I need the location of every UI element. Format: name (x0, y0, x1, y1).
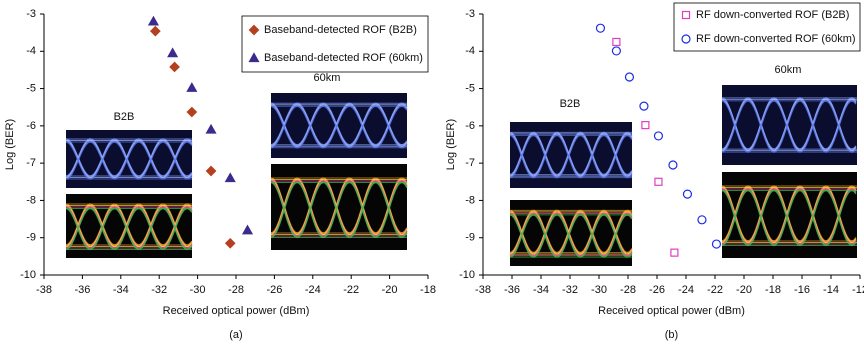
marker (149, 17, 158, 25)
x-tick-label: -38 (36, 284, 52, 296)
marker (226, 174, 235, 182)
x-tick-label: -30 (190, 284, 206, 296)
legend-label: Baseband-detected ROF (60km) (264, 52, 423, 64)
x-tick-label: -32 (562, 284, 578, 296)
y-tick-label: -7 (26, 157, 36, 169)
annotation: 60km (775, 64, 802, 76)
figure: -38 -36 -34 -32 -30 -28 -26 -24 -22 -20 -18 -10 -9 -8… (0, 0, 864, 348)
marker (669, 161, 677, 169)
marker (207, 166, 216, 175)
marker (243, 226, 252, 234)
marker (671, 249, 678, 256)
x-tick-label: -24 (305, 284, 321, 296)
x-tick-label: -18 (765, 284, 781, 296)
legend-label: RF down-converted ROF (B2B) (696, 9, 849, 21)
y-tick-label: -5 (26, 82, 36, 94)
marker (683, 190, 691, 198)
x-tick-label: -16 (794, 284, 810, 296)
x-tick-label: -20 (382, 284, 398, 296)
y-tick-label: -8 (26, 194, 36, 206)
marker (612, 47, 620, 55)
marker (654, 132, 662, 140)
y-tick-label: -10 (20, 269, 36, 281)
y-tick-label: -6 (465, 120, 475, 132)
marker (613, 38, 620, 45)
marker (170, 62, 179, 71)
marker (625, 73, 633, 81)
annotation: 60km (314, 72, 341, 84)
marker (642, 122, 649, 129)
y-tick-label: -9 (26, 232, 36, 244)
x-tick-label: -30 (591, 284, 607, 296)
y-tick-label: -10 (459, 269, 475, 281)
annotation: B2B (560, 98, 581, 110)
marker (187, 108, 196, 117)
x-tick-label: -28 (228, 284, 244, 296)
y-tick-label: -8 (465, 194, 475, 206)
marker (712, 240, 720, 248)
x-tick-label: -38 (475, 284, 491, 296)
marker (151, 27, 160, 36)
marker (698, 216, 706, 224)
x-tick-label: -20 (736, 284, 752, 296)
x-tick-label: -28 (620, 284, 636, 296)
marker (187, 83, 196, 91)
y-tick-label: -4 (465, 45, 475, 57)
caption: (a) (229, 329, 242, 341)
x-axis-label: Received optical power (dBm) (163, 305, 310, 317)
marker (655, 178, 662, 185)
marker (207, 125, 216, 133)
x-tick-label: -22 (707, 284, 723, 296)
x-tick-label: -32 (151, 284, 167, 296)
y-tick-label: -4 (26, 45, 36, 57)
x-tick-label: -36 (504, 284, 520, 296)
y-axis-label: Log (BER) (4, 119, 16, 170)
y-tick-label: -3 (26, 8, 36, 20)
x-tick-label: -12 (852, 284, 864, 296)
x-tick-label: -24 (678, 284, 694, 296)
marker (596, 24, 604, 32)
x-tick-label: -26 (649, 284, 665, 296)
x-tick-label: -22 (343, 284, 359, 296)
y-tick-label: -7 (465, 157, 475, 169)
y-tick-label: -9 (465, 232, 475, 244)
x-tick-label: -34 (113, 284, 129, 296)
marker (640, 102, 648, 110)
annotation: B2B (114, 111, 135, 123)
x-tick-label: -14 (823, 284, 839, 296)
y-tick-label: -3 (465, 8, 475, 20)
y-axis-label: Log (BER) (445, 119, 457, 170)
legend-label: Baseband-detected ROF (B2B) (264, 24, 417, 36)
x-tick-label: -18 (420, 284, 436, 296)
x-tick-label: -26 (266, 284, 282, 296)
y-tick-label: -5 (465, 82, 475, 94)
marker (168, 49, 177, 57)
eye-diagram (722, 85, 857, 165)
caption: (b) (665, 329, 678, 341)
x-tick-label: -34 (533, 284, 549, 296)
marker (226, 239, 235, 248)
x-axis-label: Received optical power (dBm) (598, 305, 745, 317)
legend-label: RF down-converted ROF (60km) (696, 33, 856, 45)
x-tick-label: -36 (74, 284, 90, 296)
y-tick-label: -6 (26, 120, 36, 132)
